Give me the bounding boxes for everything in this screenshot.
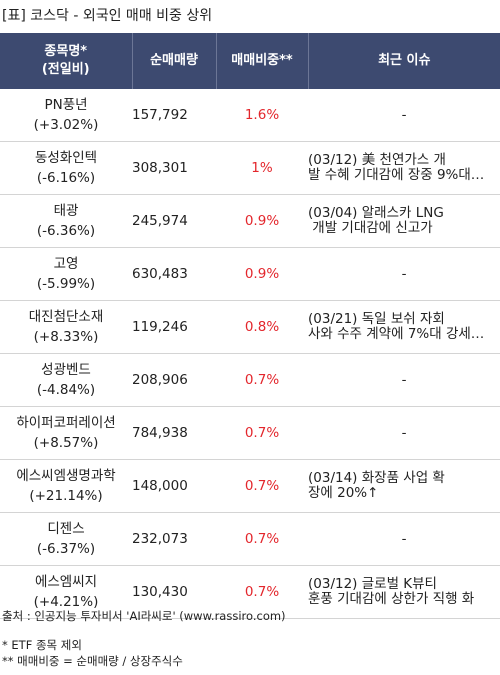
stock-change: (-6.16%): [36, 170, 96, 186]
stock-change: (+3.02%): [33, 117, 99, 133]
footnote-ratio: ** 매매비중 = 순매매량 / 상장주식수: [2, 654, 183, 668]
header-issue: 최근 이슈: [308, 33, 500, 89]
net-volume: 148,000: [132, 459, 216, 513]
table-row: 고영 (-5.99%) 630,483 0.9% -: [0, 247, 500, 301]
table-title: [표] 코스닥 - 외국인 매매 비중 상위: [2, 8, 213, 24]
table-row: 디젠스 (-6.37%) 232,073 0.7% -: [0, 512, 500, 566]
recent-issue: (03/21) 독일 보쉬 자회 사와 수주 계약에 7%대 강세…: [308, 300, 500, 354]
table-row: 대진첨단소재 (+8.33%) 119,246 0.8% (03/21) 독일 보쉬 자…: [0, 300, 500, 354]
stock-cell: 하이퍼코퍼레이션 (+8.57%): [0, 406, 132, 460]
source-note: 출처 : 인공지능 투자비서 'AI라씨로' (www.rassiro.com): [2, 609, 286, 623]
stock-cell: 고영 (-5.99%): [0, 247, 132, 301]
trade-ratio: 1.6%: [216, 89, 308, 142]
stock-name: 동성화인텍: [34, 150, 98, 166]
stock-cell: 에스엠씨지 (+4.21%): [0, 565, 132, 619]
net-volume: 130,430: [132, 565, 216, 619]
stock-name: 하이퍼코퍼레이션: [16, 415, 116, 431]
stock-change: (-4.84%): [36, 382, 96, 398]
stock-name: 디젠스: [47, 521, 85, 537]
stock-cell: 태광 (-6.36%): [0, 194, 132, 248]
footnote-etf: * ETF 종목 제외: [2, 638, 82, 652]
recent-issue: -: [308, 406, 500, 460]
recent-issue: -: [308, 353, 500, 407]
stock-name: 태광: [53, 203, 79, 219]
trade-ratio: 0.7%: [216, 353, 308, 407]
stock-change: (+8.57%): [33, 435, 99, 451]
trade-ratio: 0.9%: [216, 247, 308, 301]
stock-cell: 성광벤드 (-4.84%): [0, 353, 132, 407]
stock-change: (-5.99%): [36, 276, 96, 292]
table-row: 태광 (-6.36%) 245,974 0.9% (03/04) 알래스카 LNG 개발…: [0, 194, 500, 248]
table-row: 하이퍼코퍼레이션 (+8.57%) 784,938 0.7% -: [0, 406, 500, 460]
stock-change: (-6.37%): [36, 541, 96, 557]
stock-cell: 동성화인텍 (-6.16%): [0, 141, 132, 195]
net-volume: 208,906: [132, 353, 216, 407]
table-body: PN풍년 (+3.02%) 157,792 1.6% - 동성화인텍 (-6.16%) 308…: [0, 89, 500, 619]
net-volume: 308,301: [132, 141, 216, 195]
stock-name: 대진첨단소재: [28, 309, 104, 325]
table-header-row: 종목명* (전일비) 순매매량 매매비중** 최근 이슈: [0, 33, 500, 89]
table-row: 성광벤드 (-4.84%) 208,906 0.7% -: [0, 353, 500, 407]
net-volume: 630,483: [132, 247, 216, 301]
stock-cell: 대진첨단소재 (+8.33%): [0, 300, 132, 354]
stock-cell: PN풍년 (+3.02%): [0, 89, 132, 142]
header-ratio: 매매비중**: [216, 33, 309, 89]
table-row: 에스엠씨지 (+4.21%) 130,430 0.7% (03/12) 글로벌 K뷰티 …: [0, 565, 500, 619]
stock-change: (+21.14%): [29, 488, 103, 504]
stock-change: (+4.21%): [33, 594, 99, 610]
net-volume: 232,073: [132, 512, 216, 566]
header-name: 종목명* (전일비): [0, 33, 133, 89]
stock-cell: 디젠스 (-6.37%): [0, 512, 132, 566]
foreign-trading-table: 종목명* (전일비) 순매매량 매매비중** 최근 이슈 PN풍년 (+3.02%…: [0, 33, 500, 619]
table-row: 동성화인텍 (-6.16%) 308,301 1% (03/12) 美 천연가스 개 발…: [0, 141, 500, 195]
trade-ratio: 0.8%: [216, 300, 308, 354]
stock-change: (+8.33%): [33, 329, 99, 345]
header-name-line2: (전일비): [41, 62, 90, 77]
stock-name: PN풍년: [44, 97, 88, 113]
net-volume: 119,246: [132, 300, 216, 354]
stock-change: (-6.36%): [36, 223, 96, 239]
trade-ratio: 0.7%: [216, 406, 308, 460]
stock-name: 에스엠씨지: [34, 574, 98, 590]
stock-cell: 에스씨엠생명과학 (+21.14%): [0, 459, 132, 513]
table-row: 에스씨엠생명과학 (+21.14%) 148,000 0.7% (03/14) 화장품 …: [0, 459, 500, 513]
net-volume: 245,974: [132, 194, 216, 248]
recent-issue: -: [308, 89, 500, 142]
stock-name: 에스씨엠생명과학: [16, 468, 116, 484]
stock-name: 고영: [53, 256, 79, 272]
recent-issue: -: [308, 247, 500, 301]
net-volume: 784,938: [132, 406, 216, 460]
recent-issue: (03/14) 화장품 사업 확 장에 20%↑: [308, 459, 500, 513]
trade-ratio: 0.7%: [216, 512, 308, 566]
trade-ratio: 1%: [216, 141, 308, 195]
stock-name: 성광벤드: [41, 362, 91, 378]
recent-issue: (03/04) 알래스카 LNG 개발 기대감에 신고가: [308, 194, 500, 248]
trade-ratio: 0.9%: [216, 194, 308, 248]
trade-ratio: 0.7%: [216, 565, 308, 619]
trade-ratio: 0.7%: [216, 459, 308, 513]
recent-issue: (03/12) 美 천연가스 개 발 수혜 기대감에 장중 9%대…: [308, 141, 500, 195]
header-name-line1: 종목명*: [44, 44, 88, 59]
recent-issue: -: [308, 512, 500, 566]
net-volume: 157,792: [132, 89, 216, 142]
recent-issue: (03/12) 글로벌 K뷰티 훈풍 기대감에 상한가 직행 화: [308, 565, 500, 619]
header-volume: 순매매량: [132, 33, 217, 89]
table-row: PN풍년 (+3.02%) 157,792 1.6% -: [0, 89, 500, 142]
